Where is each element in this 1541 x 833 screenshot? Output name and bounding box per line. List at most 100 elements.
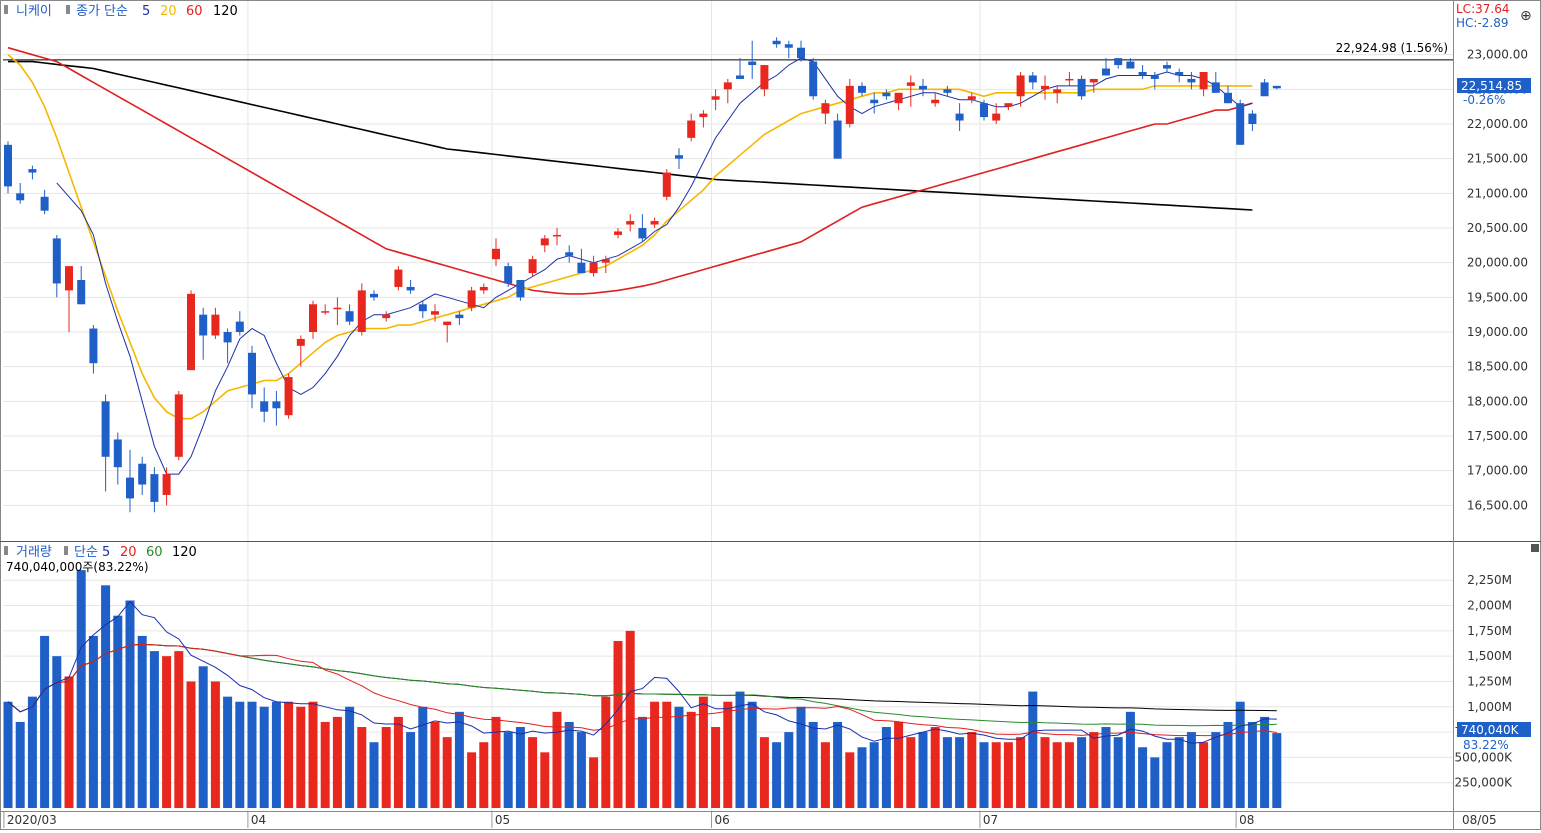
volume-bar: [357, 727, 367, 808]
volume-ma20-line: [7, 643, 1277, 737]
volume-bar: [418, 706, 428, 808]
candle-body: [1272, 85, 1281, 89]
candle-body: [1248, 113, 1257, 124]
candle-body: [40, 196, 49, 211]
volume-bar: [686, 711, 696, 808]
volume-legend-ma20: 20: [120, 545, 137, 560]
candle: [1199, 72, 1208, 97]
candle-body: [406, 286, 415, 291]
candle-body: [1187, 78, 1196, 83]
candle: [589, 255, 598, 277]
volume-bar: [52, 656, 62, 808]
volume-bar: [1174, 737, 1184, 808]
volume-bar: [1247, 721, 1257, 808]
candle-body: [675, 155, 683, 159]
volume-badge-pct: 83.22%: [1463, 738, 1509, 752]
candle: [1175, 68, 1184, 83]
collapse-icon[interactable]: ⊕: [1520, 8, 1532, 24]
volume-bar: [747, 701, 757, 808]
candle-body: [431, 311, 439, 315]
candle-body: [77, 280, 86, 305]
price-y-tick-label: 21,500.00: [1467, 152, 1528, 166]
volume-bar: [698, 696, 708, 808]
volume-bar: [674, 706, 684, 808]
volume-bar: [467, 752, 477, 808]
close-badge: 22,514.85: [1461, 79, 1522, 93]
volume-bar: [198, 666, 208, 808]
volume-ma120-line: [7, 643, 1277, 713]
ma120-line: [8, 60, 1253, 211]
volume-bar: [894, 721, 904, 808]
volume-bar: [1150, 757, 1160, 808]
volume-bar: [369, 742, 379, 808]
candle-body: [870, 99, 879, 104]
candle: [955, 103, 964, 131]
candle-body: [894, 92, 903, 104]
volume-bar: [906, 737, 916, 808]
volume-bar: [259, 706, 269, 808]
candle: [52, 234, 61, 298]
candle: [1028, 72, 1037, 90]
candle-body: [1053, 89, 1062, 93]
price-y-tick-label: 19,500.00: [1467, 290, 1528, 304]
candle-body: [467, 290, 476, 308]
price-y-tick-label: 19,000.00: [1467, 325, 1528, 339]
volume-bar: [540, 752, 550, 808]
volume-ma5-line: [7, 600, 1277, 744]
candle: [357, 283, 366, 336]
candle-body: [662, 172, 671, 197]
volume-bar: [235, 701, 245, 808]
price-legend-ma20: 20: [160, 4, 177, 19]
volume-bar: [15, 721, 25, 808]
candle: [943, 85, 952, 97]
candle-body: [833, 120, 842, 159]
price-ma-menu-icon[interactable]: [66, 5, 70, 14]
volume-bar: [552, 711, 562, 808]
volume-bar: [564, 721, 574, 808]
candle-body: [1163, 65, 1171, 69]
candle-body: [601, 259, 610, 263]
x-axis-label: 04: [251, 813, 266, 827]
candle-body: [321, 311, 330, 313]
price-legend-name: 니케이: [16, 4, 52, 19]
candle-body: [504, 266, 513, 284]
candle: [492, 238, 500, 267]
candle: [906, 75, 915, 107]
volume-bar: [491, 716, 501, 808]
candle-body: [284, 377, 293, 416]
candle: [1224, 85, 1232, 104]
volume-panel-close-icon[interactable]: [1531, 544, 1539, 552]
volume-ma-menu-icon[interactable]: [64, 546, 68, 555]
candle-body: [4, 144, 12, 187]
price-panel-menu-icon[interactable]: [4, 5, 8, 14]
price-y-tick-label: 17,500.00: [1467, 429, 1528, 443]
candle: [504, 262, 513, 287]
candle: [992, 103, 1001, 124]
price-legend-ma5: 5: [142, 4, 150, 19]
x-axis-right-label: 08/05: [1462, 813, 1497, 827]
candle: [1211, 72, 1220, 93]
candle: [382, 311, 391, 322]
candle-body: [187, 293, 195, 371]
volume-bar: [186, 681, 196, 808]
candle-body: [382, 314, 391, 319]
candle: [638, 214, 647, 242]
volume-bar: [784, 732, 794, 808]
candle-body: [723, 82, 732, 90]
volume-legend-ma60: 60: [146, 545, 163, 560]
candle: [675, 148, 683, 170]
candle: [1187, 72, 1196, 90]
price-y-tick-label: 22,000.00: [1467, 117, 1528, 131]
volume-bar: [833, 721, 843, 808]
volume-bar: [1235, 701, 1245, 808]
candle: [89, 325, 98, 374]
candle-body: [858, 85, 866, 93]
candle-body: [1211, 82, 1220, 93]
candle: [797, 40, 805, 62]
candle: [406, 280, 415, 294]
candle: [1163, 61, 1171, 72]
x-axis-label: 08: [1239, 813, 1254, 827]
candle: [699, 110, 708, 128]
volume-panel-menu-icon[interactable]: [4, 546, 8, 555]
